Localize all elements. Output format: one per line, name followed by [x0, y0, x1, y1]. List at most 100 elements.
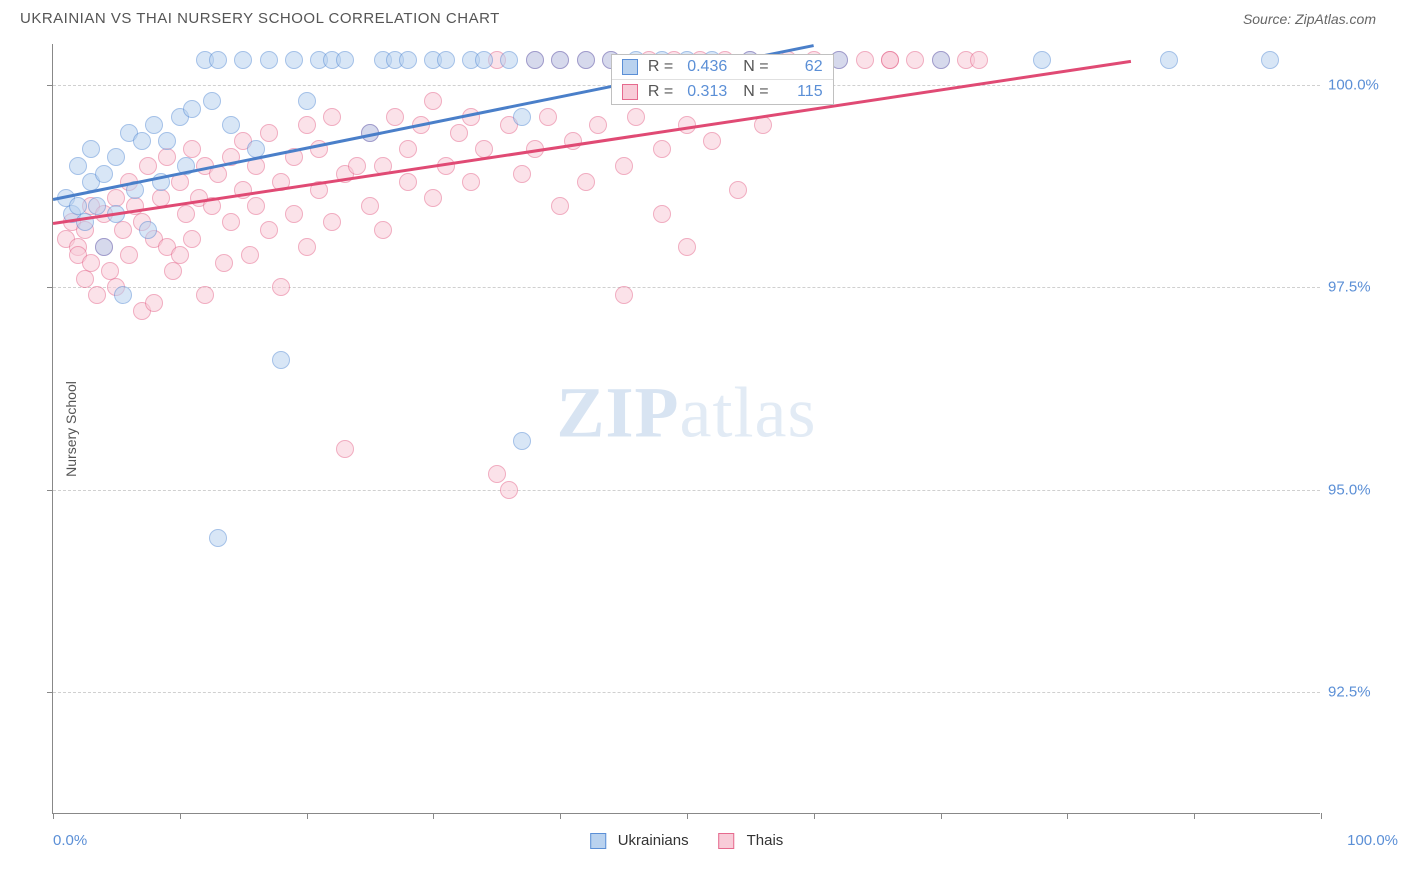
data-point: [69, 157, 87, 175]
data-point: [526, 51, 544, 69]
data-point: [399, 51, 417, 69]
data-point: [222, 213, 240, 231]
gridline: [53, 490, 1320, 491]
y-tick: [47, 490, 53, 491]
legend-item: Ukrainians: [590, 832, 689, 849]
stats-legend-row: R = 0.313 N = 115: [612, 79, 833, 104]
data-point: [348, 157, 366, 175]
stat-r-label: R =: [648, 58, 673, 76]
data-point: [513, 108, 531, 126]
y-tick-label: 97.5%: [1328, 279, 1398, 296]
data-point: [906, 51, 924, 69]
stat-n-value: 62: [775, 58, 823, 76]
data-point: [551, 197, 569, 215]
data-point: [82, 140, 100, 158]
x-tick: [1067, 813, 1068, 819]
scatter-plot: Nursery School ZIPatlas 0.0% 100.0% 92.5…: [52, 44, 1320, 814]
data-point: [703, 132, 721, 150]
data-point: [932, 51, 950, 69]
data-point: [754, 116, 772, 134]
x-tick: [53, 813, 54, 819]
data-point: [95, 165, 113, 183]
data-point: [488, 465, 506, 483]
stat-n-label: N =: [743, 83, 768, 101]
data-point: [653, 205, 671, 223]
stats-legend-row: R =0.436N =62: [612, 55, 833, 79]
data-point: [133, 132, 151, 150]
legend-item: Thais: [719, 832, 784, 849]
data-point: [196, 286, 214, 304]
data-point: [1033, 51, 1051, 69]
stat-r-value: 0.313: [679, 83, 727, 101]
data-point: [209, 51, 227, 69]
data-point: [139, 157, 157, 175]
data-point: [298, 238, 316, 256]
data-point: [615, 157, 633, 175]
legend-label: Thais: [747, 832, 784, 849]
data-point: [158, 148, 176, 166]
y-tick-label: 92.5%: [1328, 684, 1398, 701]
legend-swatch: [590, 833, 606, 849]
data-point: [653, 140, 671, 158]
data-point: [158, 132, 176, 150]
data-point: [513, 165, 531, 183]
watermark: ZIPatlas: [557, 372, 817, 455]
data-point: [386, 108, 404, 126]
data-point: [215, 254, 233, 272]
y-tick-label: 95.0%: [1328, 481, 1398, 498]
source-label: Source: ZipAtlas.com: [1243, 11, 1376, 27]
data-point: [678, 238, 696, 256]
data-point: [450, 124, 468, 142]
legend-label: Ukrainians: [618, 832, 689, 849]
x-tick: [687, 813, 688, 819]
data-point: [564, 132, 582, 150]
data-point: [234, 51, 252, 69]
data-point: [241, 246, 259, 264]
x-tick: [433, 813, 434, 819]
data-point: [323, 213, 341, 231]
data-point: [145, 294, 163, 312]
data-point: [1160, 51, 1178, 69]
x-tick: [814, 813, 815, 819]
data-point: [1261, 51, 1279, 69]
x-tick: [1321, 813, 1322, 819]
x-axis-min-label: 0.0%: [53, 832, 87, 849]
chart-title: UKRAINIAN VS THAI NURSERY SCHOOL CORRELA…: [20, 10, 500, 27]
data-point: [177, 205, 195, 223]
data-point: [88, 197, 106, 215]
data-point: [399, 140, 417, 158]
data-point: [183, 100, 201, 118]
stats-legend: R =0.436N =62R =0.313N =115: [611, 54, 834, 105]
data-point: [577, 173, 595, 191]
data-point: [114, 221, 132, 239]
x-tick: [560, 813, 561, 819]
y-tick: [47, 287, 53, 288]
legend-swatch: [622, 84, 638, 100]
data-point: [272, 278, 290, 296]
data-point: [513, 432, 531, 450]
legend-swatch: [622, 59, 638, 75]
data-point: [539, 108, 557, 126]
x-tick: [180, 813, 181, 819]
data-point: [475, 51, 493, 69]
stat-n-value: 115: [775, 83, 823, 101]
data-point: [424, 92, 442, 110]
data-point: [551, 51, 569, 69]
data-point: [500, 481, 518, 499]
x-tick: [941, 813, 942, 819]
gridline: [53, 287, 1320, 288]
data-point: [500, 51, 518, 69]
data-point: [209, 529, 227, 547]
data-point: [298, 116, 316, 134]
data-point: [272, 351, 290, 369]
data-point: [260, 221, 278, 239]
data-point: [437, 51, 455, 69]
data-point: [323, 108, 341, 126]
y-tick: [47, 85, 53, 86]
stat-r-label: R =: [648, 83, 673, 101]
data-point: [260, 124, 278, 142]
x-axis-max-label: 100.0%: [1347, 832, 1398, 849]
data-point: [627, 108, 645, 126]
x-tick: [307, 813, 308, 819]
data-point: [114, 286, 132, 304]
